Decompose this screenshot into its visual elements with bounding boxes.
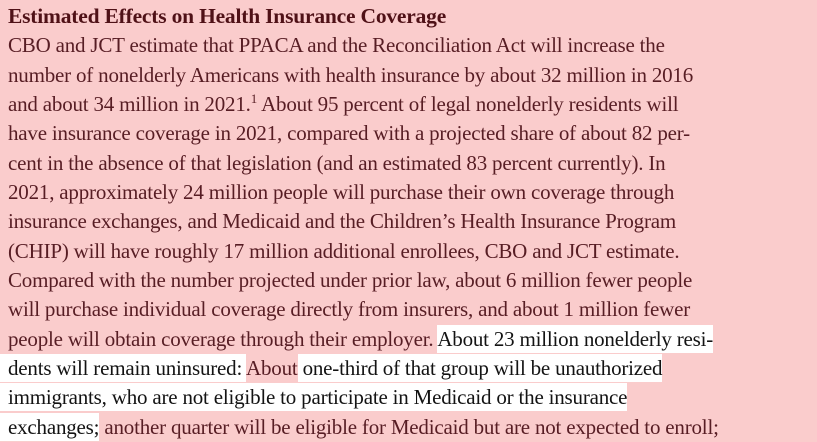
highlighted-text: 2021, approximately 24 million people wi…: [8, 180, 675, 205]
highlighted-text: another quarter will be eligible for Med…: [99, 414, 719, 439]
text-line: 2021, approximately 24 million people wi…: [8, 178, 817, 207]
highlighted-text: cent in the absence of that legislation …: [8, 150, 666, 175]
highlighted-text: people will obtain coverage through thei…: [8, 326, 438, 351]
highlighted-text: have insurance coverage in 2021, compare…: [8, 121, 690, 146]
highlighted-text: number of nonelderly Americans with heal…: [8, 62, 694, 87]
text-line: exchanges; another quarter will be eligi…: [0, 412, 817, 442]
highlighted-text: Estimated Effects on Health Insurance Co…: [8, 4, 447, 28]
text-line: CBO and JCT estimate that PPACA and the …: [8, 31, 817, 60]
plain-text: exchanges;: [0, 412, 99, 441]
text-line: insurance exchanges, and Medicaid and th…: [8, 207, 817, 236]
text-line: Compared with the number projected under…: [8, 266, 817, 295]
section-heading: Estimated Effects on Health Insurance Co…: [8, 2, 817, 31]
text-line: people will obtain coverage through thei…: [8, 324, 817, 354]
plain-text: immigrants, who are not eligible to part…: [0, 383, 627, 412]
plain-text: one-third of that group will be unauthor…: [297, 354, 663, 383]
text-line: (CHIP) will have roughly 17 million addi…: [8, 237, 817, 266]
footnote-marker: 1: [250, 91, 258, 107]
text-line: cent in the absence of that legislation …: [8, 149, 817, 178]
highlighted-text: CBO and JCT estimate that PPACA and the …: [8, 33, 665, 58]
highlighted-text: will purchase individual coverage direct…: [8, 297, 691, 322]
text-line: and about 34 million in 2021.1 About 95 …: [8, 90, 817, 119]
text-line: dents will remain uninsured: About one-t…: [0, 354, 817, 383]
plain-text: dents will remain uninsured:: [0, 354, 246, 383]
highlighted-text: (CHIP) will have roughly 17 million addi…: [8, 238, 680, 263]
plain-text: About 23 million nonelderly resi-: [437, 324, 714, 353]
text-line: have insurance coverage in 2021, compare…: [8, 119, 817, 148]
highlighted-text: About: [246, 356, 298, 381]
highlighted-text: insurance exchanges, and Medicaid and th…: [8, 209, 677, 234]
highlighted-text: Compared with the number projected under…: [8, 268, 693, 293]
text-line: will purchase individual coverage direct…: [8, 295, 817, 324]
highlighted-text: and about 34 million in 2021.: [8, 92, 251, 117]
highlighted-text: About 95 percent of legal nonelderly res…: [257, 92, 679, 117]
text-line: number of nonelderly Americans with heal…: [8, 61, 817, 90]
text-line: immigrants, who are not eligible to part…: [0, 383, 817, 412]
